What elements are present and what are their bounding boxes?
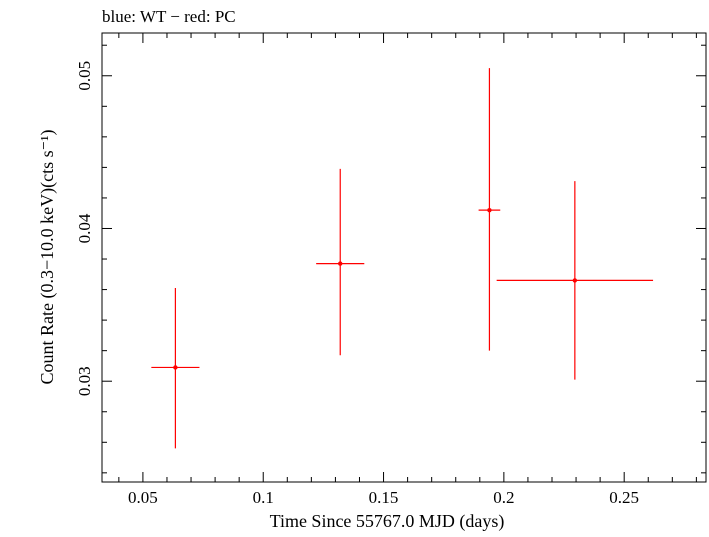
- data-point: [496, 181, 654, 380]
- x-tick-label: 0.25: [609, 488, 639, 507]
- x-axis-ticks: 0.05 0.1 0.15 0.2 0.25: [118, 33, 697, 507]
- data-layer: [151, 68, 654, 449]
- chart-title: blue: WT − red: PC: [102, 7, 236, 26]
- x-tick-label: 0.1: [253, 488, 274, 507]
- x-axis-label: Time Since 55767.0 MJD (days): [270, 511, 505, 532]
- x-tick-label: 0.15: [369, 488, 399, 507]
- data-point: [151, 288, 200, 449]
- y-tick-label: 0.03: [75, 366, 94, 396]
- data-marker: [338, 261, 343, 266]
- data-point: [478, 68, 501, 351]
- y-tick-label: 0.05: [75, 61, 94, 91]
- y-tick-label: 0.04: [75, 213, 94, 243]
- data-point: [316, 168, 365, 356]
- data-marker: [487, 207, 492, 213]
- data-marker: [173, 365, 178, 370]
- plot-frame: [101, 32, 707, 483]
- y-axis-label: Count Rate (0.3−10.0 keV)(cts s⁻¹): [37, 129, 58, 384]
- y-axis-ticks: 0.03 0.04 0.05: [75, 44, 706, 474]
- x-tick-label: 0.2: [493, 488, 514, 507]
- x-tick-label: 0.05: [128, 488, 158, 507]
- data-marker: [572, 278, 578, 283]
